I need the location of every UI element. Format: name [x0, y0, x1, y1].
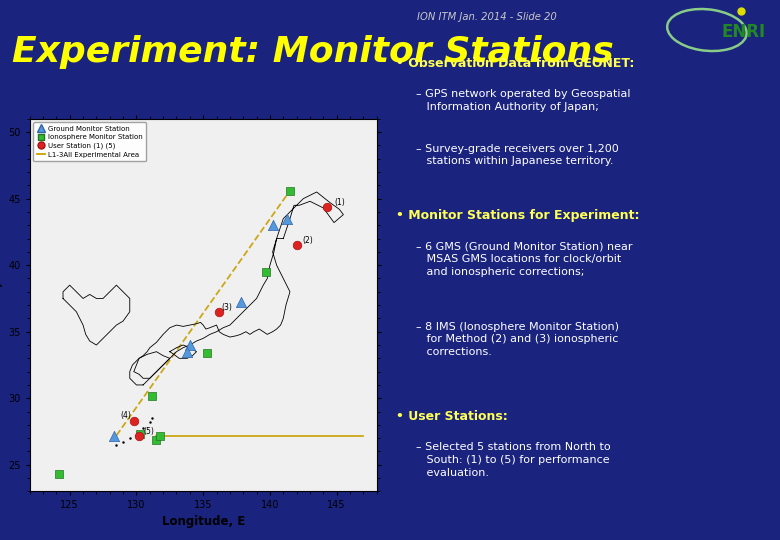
Point [234, 298, 246, 307]
Text: (3): (3) [222, 303, 232, 312]
Point [151, 435, 163, 444]
Point [290, 241, 303, 249]
Legend: Ground Monitor Station, Ionosphere Monitor Station, User Station (1) (5), L1-3Al: Ground Monitor Station, Ionosphere Monit… [33, 122, 146, 161]
Text: – 8 IMS (Ionosphere Monitor Station)
   for Method (2) and (3) ionospheric
   co: – 8 IMS (Ionosphere Monitor Station) for… [416, 321, 619, 357]
Point [53, 470, 66, 478]
Text: Experiment: Monitor Stations: Experiment: Monitor Stations [12, 35, 613, 69]
Text: ENRI: ENRI [722, 23, 766, 41]
Point [284, 186, 296, 195]
Text: (4): (4) [120, 410, 131, 420]
Text: (1): (1) [334, 198, 345, 207]
Text: – Selected 5 stations from North to
   South: (1) to (5) for performance
   eval: – Selected 5 stations from North to Sout… [416, 442, 611, 478]
Point [201, 349, 214, 357]
Text: – GPS network operated by Geospatial
   Information Authority of Japan;: – GPS network operated by Geospatial Inf… [416, 89, 630, 112]
Point [134, 430, 147, 438]
Point [154, 432, 167, 441]
Point [260, 267, 272, 276]
X-axis label: Longitude, E: Longitude, E [161, 515, 245, 528]
Point [146, 392, 158, 400]
Text: – Survey-grade receivers over 1,200
   stations within Japanese territory.: – Survey-grade receivers over 1,200 stat… [416, 144, 619, 166]
Text: (5): (5) [143, 427, 154, 436]
Text: • Monitor Stations for Experiment:: • Monitor Stations for Experiment: [396, 209, 640, 222]
Point [181, 347, 193, 356]
Point [128, 416, 140, 425]
Point [281, 214, 293, 223]
Point [266, 221, 278, 230]
Point [321, 202, 334, 211]
Text: • Observation Data from GEONET:: • Observation Data from GEONET: [396, 57, 635, 70]
Point [108, 431, 120, 440]
Text: – 6 GMS (Ground Monitor Station) near
   MSAS GMS locations for clock/orbit
   a: – 6 GMS (Ground Monitor Station) near MS… [416, 241, 633, 277]
Point [213, 307, 225, 316]
Text: • User Stations:: • User Stations: [396, 410, 508, 423]
Point [183, 341, 196, 349]
Point [133, 431, 145, 440]
Y-axis label: Latitude, N: Latitude, N [0, 268, 4, 342]
Text: (2): (2) [302, 236, 313, 245]
Text: ION ITM Jan. 2014 - Slide 20: ION ITM Jan. 2014 - Slide 20 [417, 12, 557, 22]
